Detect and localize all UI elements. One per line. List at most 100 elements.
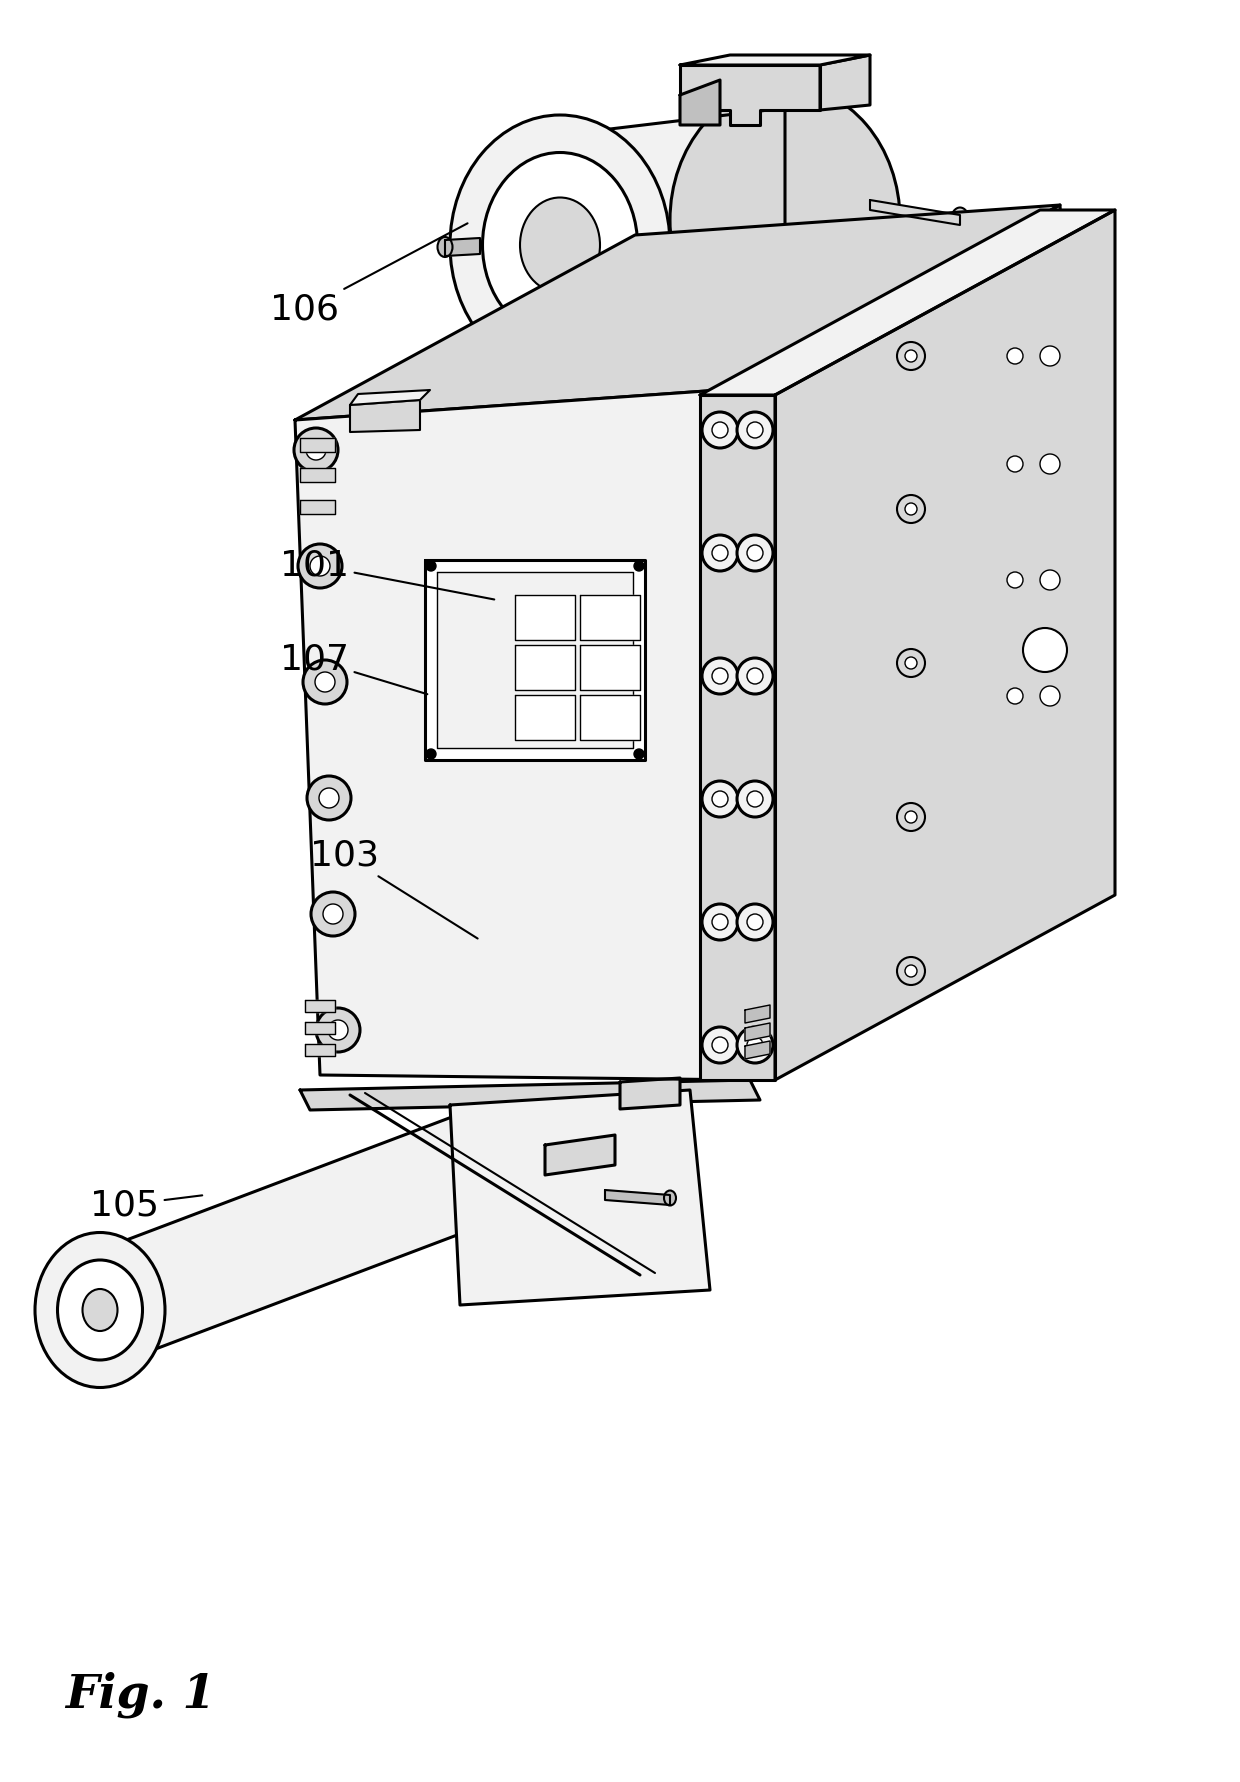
Text: Fig. 1: Fig. 1: [64, 1672, 216, 1718]
Circle shape: [329, 1019, 348, 1041]
Polygon shape: [100, 1094, 510, 1370]
Polygon shape: [450, 1091, 711, 1304]
Polygon shape: [300, 438, 335, 453]
Ellipse shape: [83, 1288, 118, 1331]
Circle shape: [746, 545, 763, 561]
Circle shape: [712, 791, 728, 807]
Polygon shape: [680, 55, 870, 64]
Circle shape: [1040, 346, 1060, 365]
Circle shape: [737, 412, 773, 447]
Circle shape: [702, 412, 738, 447]
Circle shape: [609, 365, 621, 378]
Circle shape: [737, 781, 773, 816]
Circle shape: [737, 535, 773, 570]
Circle shape: [712, 422, 728, 438]
Ellipse shape: [35, 1233, 165, 1388]
Circle shape: [609, 392, 621, 405]
Polygon shape: [560, 109, 785, 355]
Circle shape: [712, 1037, 728, 1053]
Circle shape: [1007, 347, 1023, 364]
Polygon shape: [436, 572, 632, 748]
Ellipse shape: [482, 153, 637, 337]
Circle shape: [294, 428, 339, 472]
Polygon shape: [775, 210, 1115, 1080]
Ellipse shape: [460, 1094, 560, 1215]
Ellipse shape: [568, 1162, 632, 1238]
Polygon shape: [515, 595, 575, 640]
Circle shape: [1023, 627, 1066, 672]
Polygon shape: [620, 1078, 680, 1108]
Circle shape: [303, 659, 347, 704]
Circle shape: [746, 422, 763, 438]
Circle shape: [905, 349, 918, 362]
Polygon shape: [580, 595, 640, 640]
Polygon shape: [580, 645, 640, 690]
Ellipse shape: [438, 237, 453, 257]
Ellipse shape: [951, 207, 968, 232]
Circle shape: [702, 781, 738, 816]
Circle shape: [905, 966, 918, 977]
Circle shape: [306, 440, 326, 460]
Circle shape: [634, 748, 644, 759]
Circle shape: [316, 1009, 360, 1051]
Text: 106: 106: [270, 223, 467, 328]
Circle shape: [552, 365, 564, 378]
Circle shape: [712, 914, 728, 930]
Polygon shape: [445, 239, 480, 257]
Circle shape: [1040, 686, 1060, 706]
Circle shape: [746, 1037, 763, 1053]
Ellipse shape: [57, 1260, 143, 1360]
Circle shape: [1007, 688, 1023, 704]
Ellipse shape: [670, 86, 900, 355]
Circle shape: [737, 658, 773, 693]
Polygon shape: [425, 560, 645, 759]
Circle shape: [322, 903, 343, 925]
Polygon shape: [546, 1135, 615, 1174]
Circle shape: [746, 914, 763, 930]
Circle shape: [737, 903, 773, 939]
Circle shape: [897, 957, 925, 985]
Circle shape: [552, 392, 564, 405]
Circle shape: [897, 649, 925, 677]
Polygon shape: [580, 695, 640, 740]
Text: 103: 103: [310, 838, 477, 939]
Circle shape: [746, 791, 763, 807]
Polygon shape: [701, 396, 775, 1080]
Polygon shape: [295, 205, 1060, 421]
Polygon shape: [300, 469, 335, 481]
Circle shape: [702, 535, 738, 570]
Circle shape: [298, 544, 342, 588]
Circle shape: [746, 668, 763, 684]
Polygon shape: [701, 210, 1115, 396]
Polygon shape: [546, 355, 630, 415]
Polygon shape: [680, 64, 820, 125]
Circle shape: [308, 775, 351, 820]
Circle shape: [897, 495, 925, 522]
Polygon shape: [305, 1023, 335, 1034]
Circle shape: [1040, 454, 1060, 474]
Polygon shape: [305, 1000, 335, 1012]
Circle shape: [311, 893, 355, 936]
Circle shape: [737, 1026, 773, 1064]
Circle shape: [319, 788, 339, 807]
Text: 101: 101: [280, 549, 495, 599]
Text: 105: 105: [91, 1189, 202, 1222]
Circle shape: [1007, 572, 1023, 588]
Polygon shape: [515, 695, 575, 740]
Circle shape: [702, 903, 738, 939]
Ellipse shape: [527, 1160, 593, 1240]
Polygon shape: [605, 1190, 670, 1205]
Polygon shape: [745, 1005, 770, 1023]
Circle shape: [897, 342, 925, 371]
Polygon shape: [305, 1044, 335, 1057]
Circle shape: [427, 748, 436, 759]
Ellipse shape: [663, 1190, 676, 1205]
Circle shape: [712, 545, 728, 561]
Polygon shape: [510, 1146, 600, 1265]
Circle shape: [702, 658, 738, 693]
Polygon shape: [515, 645, 575, 690]
Polygon shape: [745, 1023, 770, 1041]
Ellipse shape: [450, 116, 670, 374]
Circle shape: [905, 503, 918, 515]
Circle shape: [905, 658, 918, 668]
